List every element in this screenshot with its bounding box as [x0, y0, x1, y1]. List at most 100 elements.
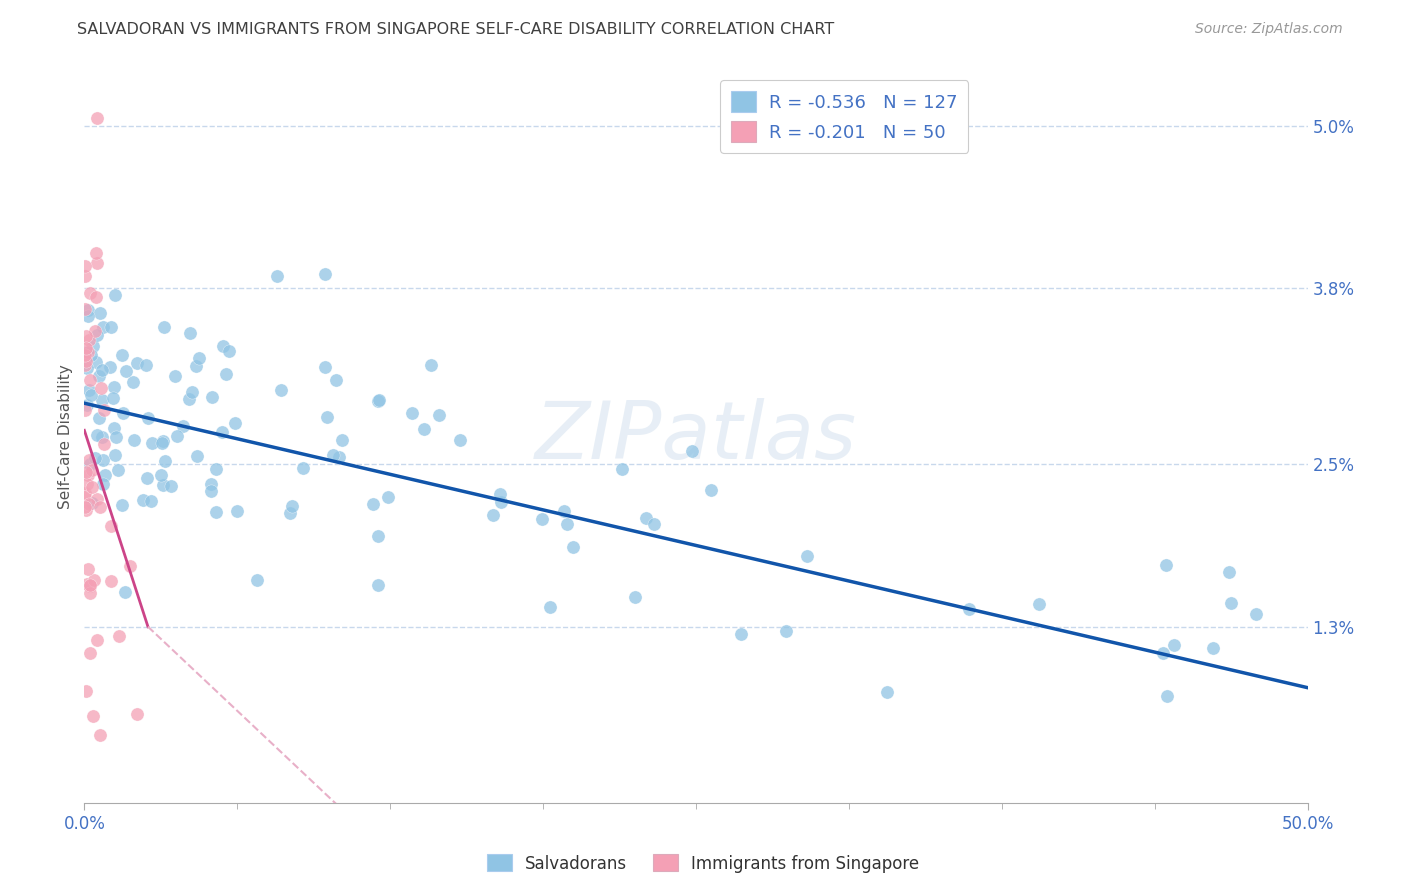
Point — [75, 342, 97, 356]
Point — [82, 709, 104, 723]
Point — [224, 416, 246, 430]
Point — [420, 358, 443, 372]
Point — [80, 463, 103, 477]
Point — [103, 420, 125, 434]
Point — [1244, 607, 1267, 622]
Point — [401, 406, 423, 420]
Point — [125, 706, 148, 721]
Point — [105, 430, 128, 444]
Point — [489, 495, 512, 509]
Point — [91, 477, 114, 491]
Point — [636, 511, 658, 525]
Point — [181, 384, 204, 399]
Point — [107, 463, 129, 477]
Point — [136, 471, 159, 485]
Point — [200, 484, 222, 499]
Point — [624, 590, 647, 604]
Point — [107, 629, 129, 643]
Point — [112, 406, 135, 420]
Point — [79, 453, 101, 467]
Point — [612, 462, 634, 476]
Point — [325, 373, 347, 387]
Point — [86, 245, 108, 260]
Point — [205, 461, 228, 475]
Point — [90, 429, 112, 443]
Point — [367, 578, 389, 592]
Point — [111, 498, 134, 512]
Point — [1153, 646, 1175, 660]
Point — [75, 358, 97, 372]
Point — [179, 392, 201, 406]
Point — [153, 319, 176, 334]
Point — [76, 468, 98, 483]
Point — [186, 449, 208, 463]
Point — [150, 436, 173, 450]
Point — [530, 512, 553, 526]
Point — [218, 343, 240, 358]
Point — [1218, 565, 1240, 579]
Point — [179, 326, 201, 340]
Point — [1156, 689, 1178, 703]
Point — [412, 422, 434, 436]
Point — [100, 518, 122, 533]
Point — [1202, 641, 1225, 656]
Point — [201, 390, 224, 404]
Point — [561, 541, 583, 555]
Point — [82, 339, 104, 353]
Point — [555, 516, 578, 531]
Point — [163, 369, 186, 384]
Point — [114, 585, 136, 599]
Point — [775, 624, 797, 639]
Point — [118, 559, 141, 574]
Point — [82, 495, 104, 509]
Point — [330, 433, 353, 447]
Point — [101, 391, 124, 405]
Point — [141, 494, 163, 508]
Point — [152, 434, 174, 448]
Point — [75, 302, 97, 317]
Point — [482, 508, 505, 522]
Point — [86, 492, 108, 507]
Point — [79, 646, 101, 660]
Point — [79, 579, 101, 593]
Point — [75, 500, 97, 514]
Point — [278, 506, 301, 520]
Point — [77, 345, 100, 359]
Point — [75, 490, 97, 504]
Point — [1028, 598, 1050, 612]
Text: Source: ZipAtlas.com: Source: ZipAtlas.com — [1195, 22, 1343, 37]
Point — [86, 632, 108, 647]
Point — [211, 425, 233, 440]
Point — [643, 516, 665, 531]
Point — [84, 355, 107, 369]
Point — [93, 437, 115, 451]
Point — [876, 684, 898, 698]
Point — [103, 380, 125, 394]
Point — [104, 448, 127, 462]
Point — [77, 497, 100, 511]
Point — [86, 427, 108, 442]
Point — [136, 410, 159, 425]
Legend: R = -0.536   N = 127, R = -0.201   N = 50: R = -0.536 N = 127, R = -0.201 N = 50 — [720, 80, 969, 153]
Point — [104, 288, 127, 302]
Point — [314, 267, 336, 281]
Point — [245, 573, 267, 587]
Point — [76, 398, 98, 412]
Point — [322, 448, 344, 462]
Point — [186, 359, 208, 373]
Point — [152, 478, 174, 492]
Point — [132, 492, 155, 507]
Point — [90, 393, 112, 408]
Point — [205, 505, 228, 519]
Point — [87, 410, 110, 425]
Point — [79, 457, 101, 471]
Point — [93, 453, 115, 467]
Point — [89, 305, 111, 319]
Point — [76, 360, 98, 375]
Point — [83, 450, 105, 465]
Point — [77, 562, 100, 576]
Point — [270, 383, 292, 397]
Point — [1163, 639, 1185, 653]
Point — [77, 334, 100, 348]
Point — [122, 433, 145, 447]
